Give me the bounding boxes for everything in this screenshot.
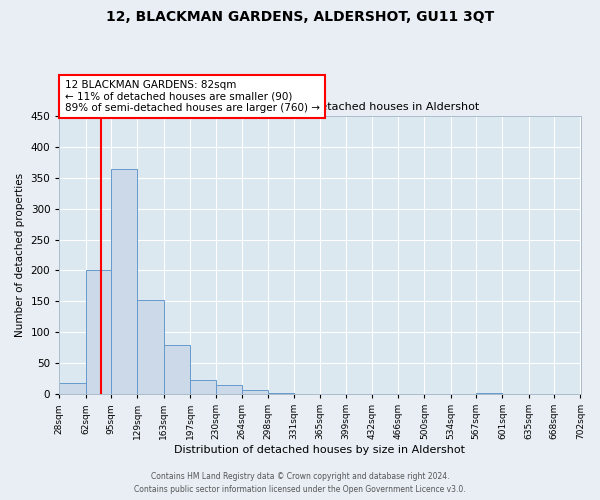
Bar [215,386,242,394]
Bar [137,300,164,394]
Bar [59,383,86,394]
Title: Size of property relative to detached houses in Aldershot: Size of property relative to detached ho… [161,102,479,113]
Text: 12, BLACKMAN GARDENS, ALDERSHOT, GU11 3QT: 12, BLACKMAN GARDENS, ALDERSHOT, GU11 3Q… [106,10,494,24]
Bar [164,345,190,394]
X-axis label: Distribution of detached houses by size in Aldershot: Distribution of detached houses by size … [175,445,466,455]
Bar [476,393,502,394]
Bar [111,168,137,394]
Bar [86,270,111,394]
Text: Contains HM Land Registry data © Crown copyright and database right 2024.
Contai: Contains HM Land Registry data © Crown c… [134,472,466,494]
Bar [190,380,215,394]
Bar [242,390,268,394]
Text: 12 BLACKMAN GARDENS: 82sqm
← 11% of detached houses are smaller (90)
89% of semi: 12 BLACKMAN GARDENS: 82sqm ← 11% of deta… [65,80,320,114]
Y-axis label: Number of detached properties: Number of detached properties [15,173,25,337]
